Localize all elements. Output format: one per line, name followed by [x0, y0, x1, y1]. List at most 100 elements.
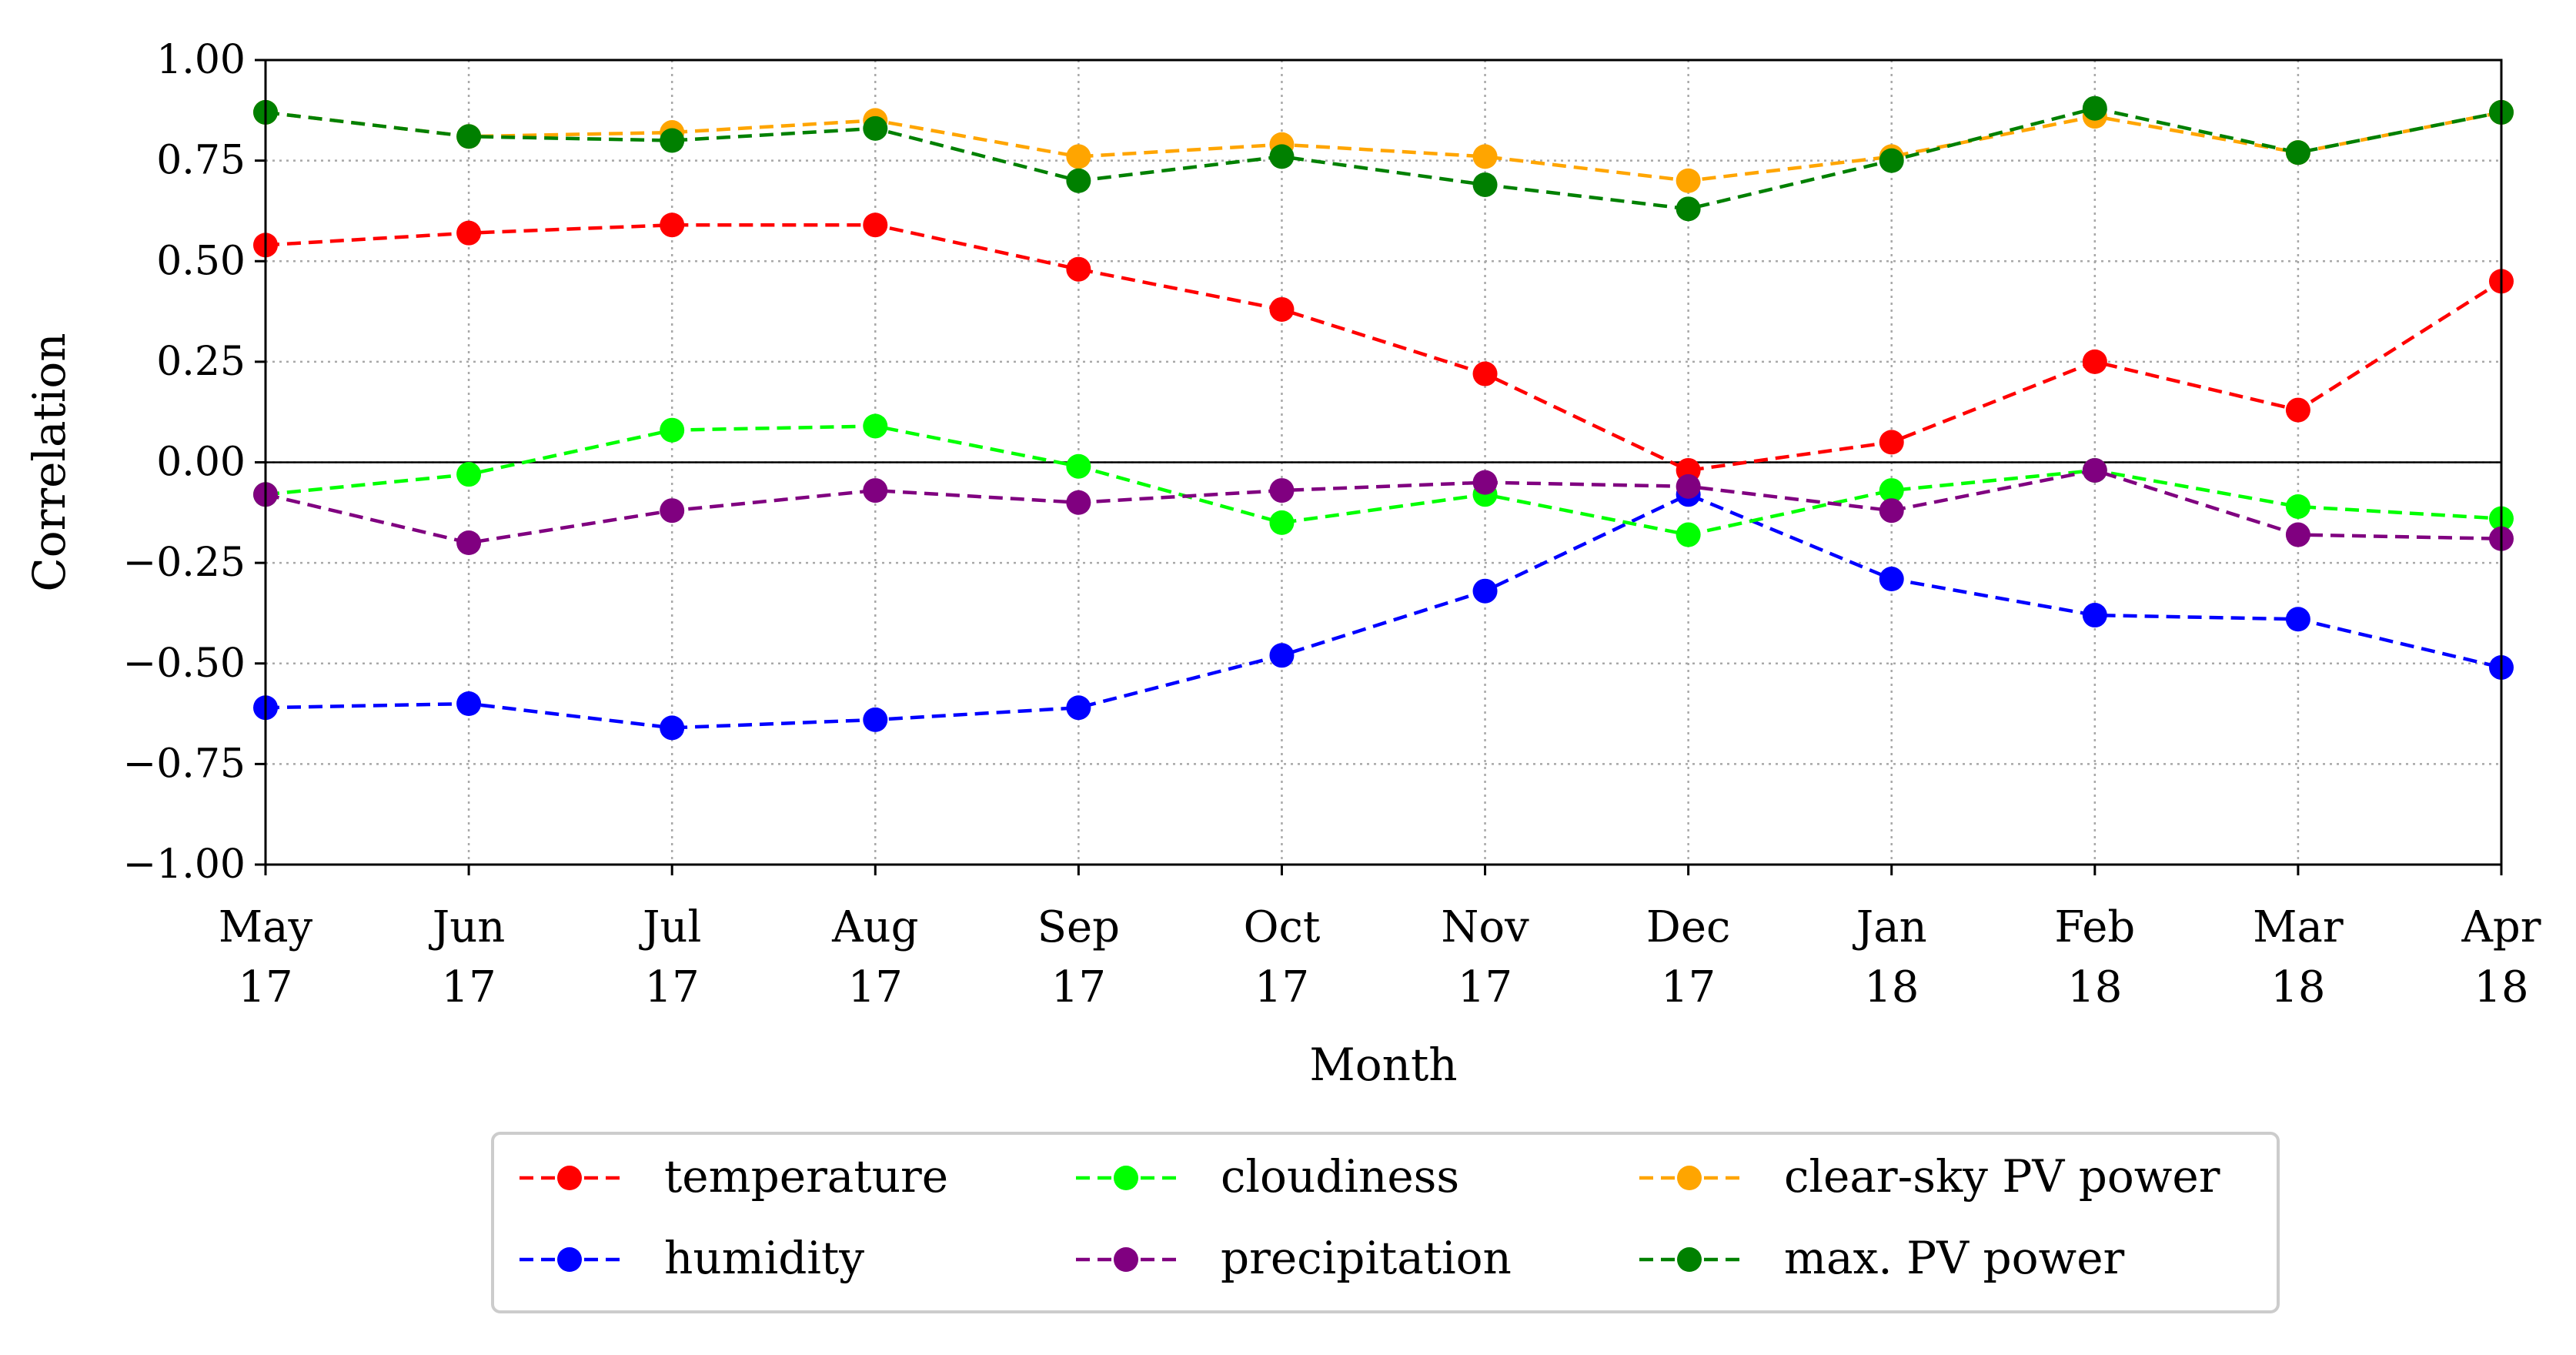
- data-point: [1472, 361, 1498, 386]
- data-point: [456, 691, 482, 716]
- x-tick-label-month: Dec: [1646, 902, 1730, 952]
- data-point: [863, 707, 888, 732]
- x-tick-label-month: Mar: [2253, 902, 2344, 952]
- x-tick-label-year: 18: [2474, 962, 2528, 1012]
- series-precipitation: [253, 457, 2514, 555]
- series-max-pv-power: [253, 95, 2514, 222]
- x-tick-label-month: Aug: [831, 902, 918, 952]
- data-point: [2285, 397, 2310, 423]
- legend-box: [491, 1132, 2280, 1313]
- y-tick-label: 0.25: [156, 339, 246, 385]
- legend-item: temperature: [520, 1150, 948, 1203]
- legend-item: humidity: [520, 1232, 864, 1284]
- data-point: [2082, 95, 2107, 121]
- legend-label: humidity: [664, 1232, 864, 1284]
- data-point: [1472, 172, 1498, 197]
- data-point: [1472, 470, 1498, 495]
- data-point: [1879, 498, 1904, 524]
- legend-label: cloudiness: [1221, 1150, 1459, 1203]
- data-point: [660, 715, 685, 741]
- x-tick-label-month: Oct: [1244, 902, 1321, 952]
- x-tick-label-year: 18: [2067, 962, 2122, 1012]
- data-point: [660, 417, 685, 443]
- data-point: [1879, 567, 1904, 592]
- legend-item: max. PV power: [1639, 1232, 2125, 1284]
- legend-label: temperature: [664, 1150, 948, 1203]
- data-point: [1879, 430, 1904, 455]
- data-point: [1269, 296, 1295, 322]
- data-point: [1066, 144, 1091, 169]
- data-point: [1472, 144, 1498, 169]
- data-point: [660, 498, 685, 524]
- legend-marker: [557, 1166, 582, 1190]
- legend-marker: [1114, 1247, 1138, 1272]
- data-point: [2082, 603, 2107, 628]
- y-axis-label: Correlation: [23, 333, 75, 591]
- x-tick-label-year: 17: [1661, 962, 1716, 1012]
- data-point: [1879, 148, 1904, 173]
- data-point: [456, 124, 482, 149]
- x-tick-label-year: 17: [238, 962, 292, 1012]
- data-point: [2285, 140, 2310, 166]
- data-point: [1269, 643, 1295, 668]
- y-tick-label: −0.25: [123, 540, 246, 586]
- data-point: [1269, 144, 1295, 169]
- legend-marker: [1114, 1166, 1138, 1190]
- legend-item: cloudiness: [1076, 1150, 1459, 1203]
- series-cloudiness: [253, 413, 2514, 547]
- data-point: [660, 128, 685, 153]
- series-line: [265, 222, 2503, 473]
- data-point: [456, 530, 482, 555]
- data-point: [2285, 522, 2310, 547]
- series-temperature: [253, 212, 2514, 483]
- y-tick-label: 0.75: [156, 138, 246, 184]
- y-axis-ticks: 1.00 0.75 0.50 0.25 0.00 −0.25 −0.50 −0.75 −1.00: [123, 37, 266, 888]
- x-tick-label-month: Jun: [429, 902, 506, 952]
- data-point: [1066, 453, 1091, 479]
- x-tick-label-year: 17: [1051, 962, 1106, 1012]
- series-line: [265, 424, 2502, 537]
- x-tick-label-year: 17: [848, 962, 903, 1012]
- data-point: [863, 413, 888, 439]
- x-tick-label-month: May: [219, 902, 313, 952]
- x-tick-label-month: Feb: [2054, 902, 2135, 952]
- legend-marker: [1677, 1166, 1702, 1190]
- data-point: [1676, 522, 1701, 547]
- x-tick-label-month: Jul: [639, 902, 701, 952]
- y-tick-label: 0.00: [156, 440, 246, 486]
- data-point: [2082, 349, 2107, 374]
- legend-item: clear-sky PV power: [1639, 1150, 2220, 1203]
- data-point: [1676, 168, 1701, 193]
- x-tick-label-year: 17: [1255, 962, 1309, 1012]
- x-tick-label-year: 17: [441, 962, 496, 1012]
- x-axis-ticks: May 17 Jun 17 Jul 17 Aug 17 Sep 17 Oct 17 Nov 17 Dec 17…: [219, 865, 2541, 1012]
- legend-marker: [557, 1247, 582, 1272]
- y-tick-label: 1.00: [156, 37, 246, 83]
- data-point: [456, 220, 482, 246]
- legend-marker: [1677, 1247, 1702, 1272]
- data-point: [1676, 473, 1701, 499]
- legend-label: clear-sky PV power: [1784, 1150, 2220, 1203]
- legend-label: max. PV power: [1784, 1232, 2125, 1284]
- x-tick-label-month: Jan: [1853, 902, 1927, 952]
- data-point: [863, 212, 888, 238]
- y-tick-label: −1.00: [123, 841, 246, 888]
- series-line: [265, 468, 2502, 545]
- x-tick-label-month: Nov: [1441, 902, 1529, 952]
- legend: temperature humidity cloudiness precipitati…: [491, 1132, 2280, 1313]
- data-point: [1472, 578, 1498, 604]
- x-tick-label-year: 18: [1864, 962, 1919, 1012]
- data-point: [1879, 478, 1904, 504]
- data-point: [1269, 510, 1295, 535]
- y-tick-label: −0.50: [123, 641, 246, 687]
- data-point: [1269, 478, 1295, 504]
- series-line: [265, 492, 2502, 730]
- x-tick-label-month: Sep: [1037, 902, 1120, 952]
- series-line: [265, 110, 2502, 183]
- x-tick-label-month: Apr: [2461, 902, 2541, 952]
- series-layer: [253, 95, 2514, 741]
- data-point: [456, 462, 482, 487]
- data-point: [1066, 256, 1091, 282]
- x-axis-label: Month: [1309, 1039, 1457, 1091]
